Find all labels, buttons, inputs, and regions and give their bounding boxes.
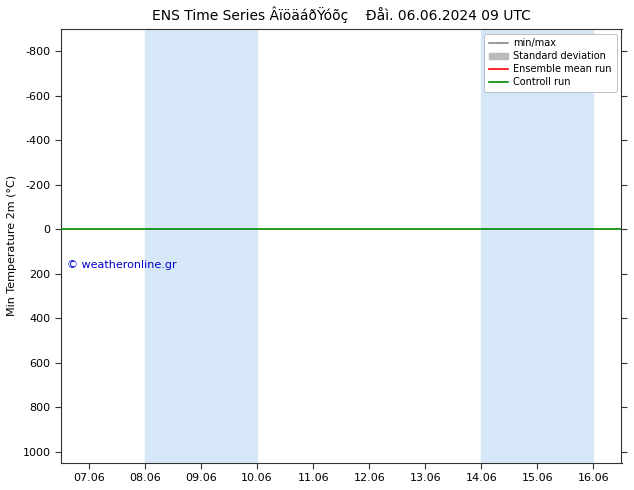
- Title: ENS Time Series ÂïöäáðŸóõç    Đåì. 06.06.2024 09 UTC: ENS Time Series ÂïöäáðŸóõç Đåì. 06.06.20…: [152, 7, 531, 24]
- Bar: [481, 29, 593, 463]
- Bar: [145, 29, 257, 463]
- Text: © weatheronline.gr: © weatheronline.gr: [67, 260, 176, 270]
- Y-axis label: Min Temperature 2m (°C): Min Temperature 2m (°C): [7, 175, 17, 316]
- Legend: min/max, Standard deviation, Ensemble mean run, Controll run: min/max, Standard deviation, Ensemble me…: [484, 34, 617, 92]
